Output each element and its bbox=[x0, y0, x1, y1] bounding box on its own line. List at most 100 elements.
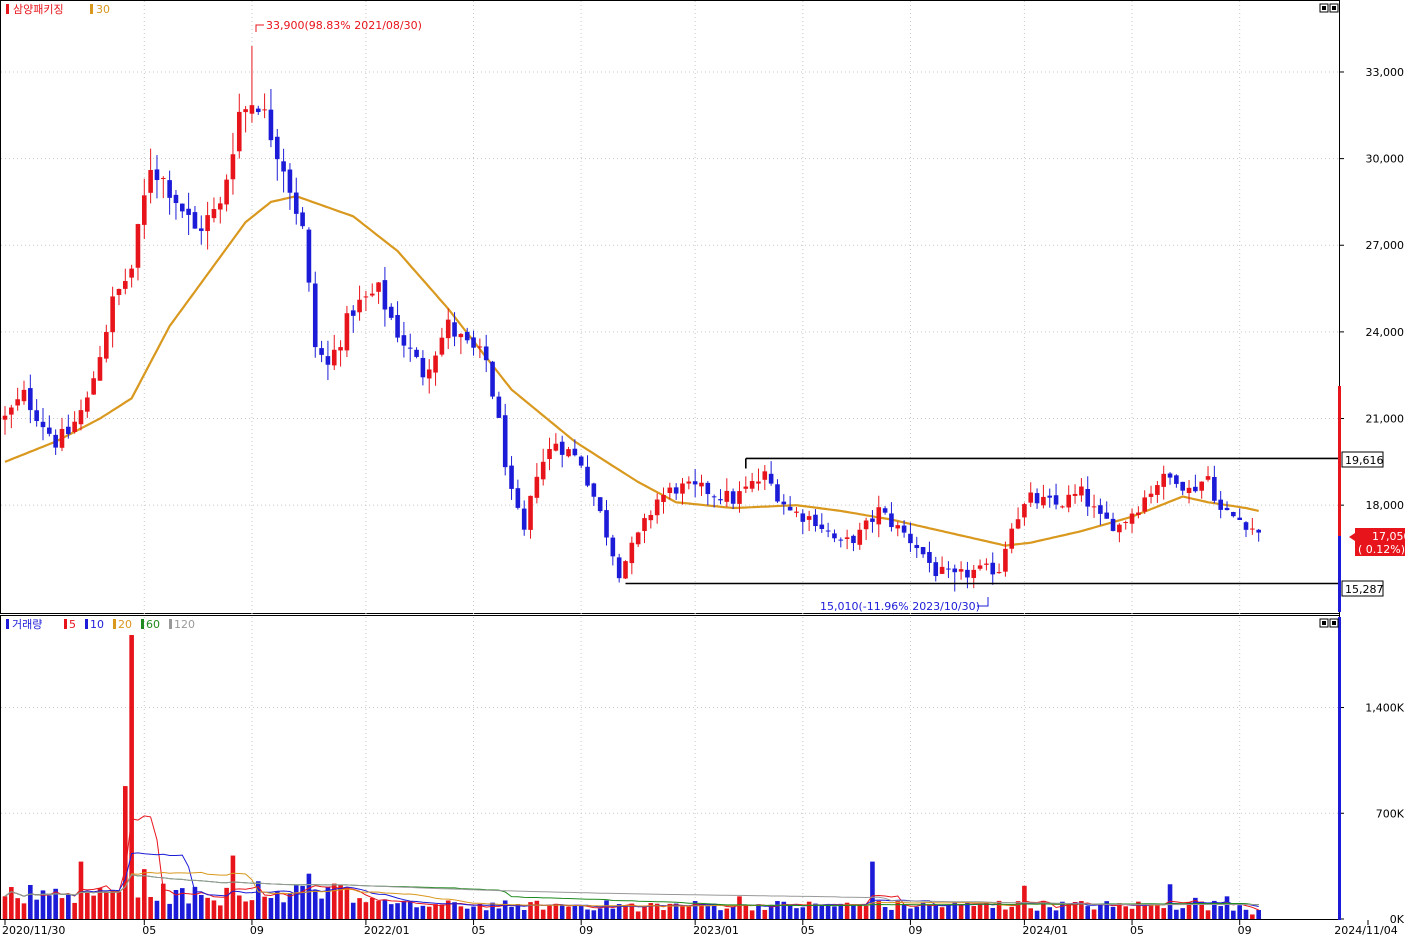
volume-bar bbox=[433, 904, 438, 919]
volume-bar bbox=[984, 902, 989, 919]
price-candle-body bbox=[965, 569, 970, 578]
price-candle-body bbox=[1193, 486, 1198, 492]
price-candle-body bbox=[654, 499, 660, 516]
price-candle-body bbox=[825, 530, 831, 532]
price-candle-body bbox=[749, 481, 755, 489]
price-candle-body bbox=[1256, 529, 1261, 533]
volume-ma-lines bbox=[4, 815, 1259, 911]
volume-bar bbox=[724, 908, 730, 919]
volume-bar bbox=[597, 908, 603, 919]
price-candle-body bbox=[787, 506, 793, 511]
volume-bar bbox=[363, 902, 369, 919]
volume-bar bbox=[47, 895, 52, 919]
volume-bar bbox=[705, 906, 711, 919]
volume-bar bbox=[388, 904, 394, 919]
volume-bar bbox=[610, 908, 616, 919]
price-candle-body bbox=[686, 481, 692, 484]
volume-bar bbox=[863, 905, 869, 919]
volume-bar bbox=[230, 855, 236, 919]
price-candle-body bbox=[1205, 476, 1211, 480]
price-candle-body bbox=[673, 487, 679, 494]
volume-bar bbox=[217, 905, 223, 919]
x-tick-label: 2024/01 bbox=[1022, 924, 1068, 937]
price-candle-body bbox=[895, 525, 901, 529]
volume-legend-swatch bbox=[6, 619, 9, 629]
price-window-buttons-icon[interactable] bbox=[1319, 3, 1339, 13]
price-candle-body bbox=[699, 482, 704, 487]
volume-bar bbox=[357, 898, 362, 919]
volume-bar bbox=[528, 902, 533, 919]
volume-window-buttons-icon[interactable] bbox=[1319, 618, 1339, 628]
price-candle-body bbox=[876, 507, 882, 525]
price-candle-body bbox=[123, 281, 128, 289]
volume-bar bbox=[1053, 910, 1059, 919]
volume-bar bbox=[28, 884, 33, 919]
volume-bar bbox=[123, 786, 128, 919]
x-tick-label: 09 bbox=[1238, 924, 1252, 937]
price-candle-body bbox=[28, 388, 33, 411]
x-tick-label: 05 bbox=[472, 924, 486, 937]
volume-legend: 거래량 5 10 20 60 120 bbox=[6, 618, 195, 631]
volume-bar bbox=[737, 896, 742, 919]
volume-bar bbox=[648, 903, 654, 919]
volume-bar bbox=[91, 895, 96, 919]
price-candle-body bbox=[350, 310, 356, 316]
volume-bar bbox=[851, 904, 856, 919]
price-candle-body bbox=[635, 532, 641, 545]
volume-bar bbox=[800, 907, 806, 919]
volume-bar bbox=[870, 861, 875, 919]
price-candle-body bbox=[211, 209, 217, 219]
volume-bar bbox=[1186, 901, 1192, 919]
price-y-tick-label: 30,000 bbox=[1366, 153, 1405, 166]
volume-bar bbox=[781, 901, 787, 919]
volume-bar bbox=[325, 887, 331, 919]
volume-bar bbox=[939, 907, 945, 919]
volume-legend-item-label: 20 bbox=[118, 618, 132, 631]
volume-bar bbox=[977, 904, 983, 919]
volume-bar bbox=[1028, 908, 1034, 919]
price-candle-body bbox=[559, 441, 565, 455]
price-candle-body bbox=[116, 288, 122, 295]
price-candle-body bbox=[1003, 548, 1008, 572]
price-candle-body bbox=[661, 494, 666, 503]
x-tick-label: 05 bbox=[142, 924, 156, 937]
price-candle-body bbox=[21, 389, 27, 402]
price-candle-body bbox=[477, 346, 483, 348]
x-tick-label: 09 bbox=[250, 924, 264, 937]
price-candle-body bbox=[813, 514, 818, 527]
volume-bar bbox=[667, 903, 673, 919]
price-candle-body bbox=[274, 136, 280, 160]
volume-bar bbox=[1072, 901, 1078, 919]
volume-bar bbox=[1212, 900, 1217, 919]
volume-bar bbox=[572, 905, 578, 919]
price-candle-body bbox=[610, 537, 616, 557]
price-candle-body bbox=[1243, 522, 1249, 530]
price-candle-body bbox=[1034, 493, 1040, 504]
volume-bar bbox=[952, 901, 958, 919]
current-change: ( 0.12%) bbox=[1358, 543, 1405, 556]
price-candle-body bbox=[534, 476, 540, 498]
volume-bar bbox=[718, 910, 723, 919]
x-tick-label: 05 bbox=[801, 924, 815, 937]
volume-bar bbox=[1041, 900, 1046, 919]
price-candle-body bbox=[1015, 519, 1021, 529]
current-price-box: 17,050 ( 0.12%) bbox=[1349, 528, 1408, 556]
price-candle-body bbox=[53, 434, 58, 448]
volume-bar bbox=[1066, 903, 1072, 919]
volume-bar bbox=[198, 894, 204, 919]
volume-bar bbox=[211, 900, 217, 919]
volume-bar bbox=[376, 900, 381, 919]
volume-y-tick-label: 1,400K bbox=[1365, 702, 1404, 715]
volume-bar bbox=[895, 900, 901, 919]
price-candle-body bbox=[1250, 528, 1255, 530]
x-tick-label: 2024/11/04 bbox=[1334, 924, 1397, 937]
price-candle-body bbox=[927, 551, 932, 563]
price-candle-body bbox=[167, 180, 172, 198]
volume-bar bbox=[452, 902, 457, 919]
volume-bar bbox=[1009, 906, 1015, 919]
volume-bar bbox=[534, 900, 540, 919]
price-candle-body bbox=[464, 331, 470, 341]
price-candle-body bbox=[376, 282, 381, 292]
price-candle-body bbox=[990, 562, 996, 575]
volume-bar bbox=[559, 904, 565, 919]
